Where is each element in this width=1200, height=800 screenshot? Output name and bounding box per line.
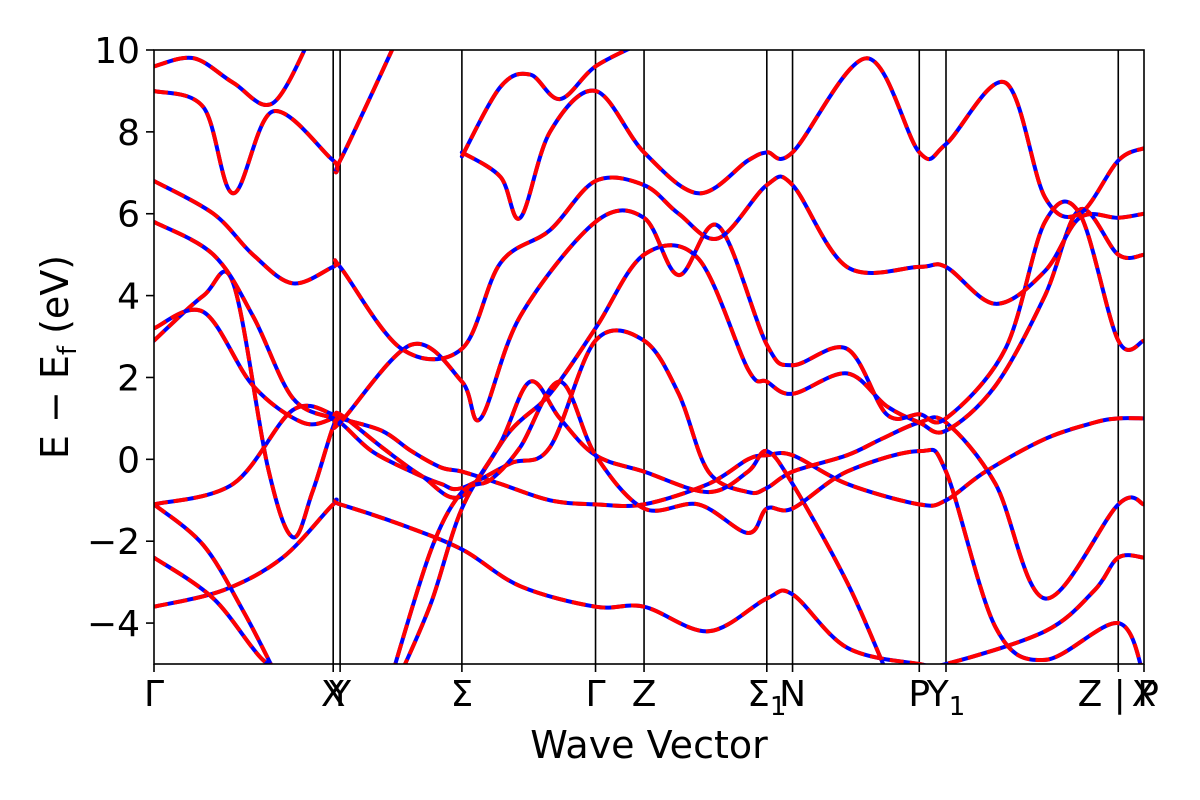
band-line-dashed [460, 56, 1144, 221]
band-line-dashed [154, 50, 307, 107]
x-tick-label-main: Γ [586, 674, 606, 715]
band-line-dashed [154, 50, 395, 196]
x-tick-label-main: Z [632, 674, 657, 715]
y-tick-label: 4 [117, 277, 140, 318]
y-tick-label: 10 [94, 31, 140, 72]
y-tick-label: 8 [117, 113, 140, 154]
x-tick-label-main: Y [328, 674, 352, 715]
x-tick-label: X [321, 674, 346, 715]
plot-background [154, 50, 1144, 664]
band-line-dashed [460, 50, 632, 158]
band-line-dashed [154, 174, 1144, 362]
y-axis-title: E − Ef (eV) [33, 255, 83, 459]
band-line-dashed [402, 379, 886, 664]
x-axis-ticks: Γ XY Σ Γ Z Σ1N PY1 Z | PX [144, 664, 1159, 722]
x-tick-label-main: Y [926, 674, 950, 715]
x-axis-title: Wave Vector [530, 723, 768, 767]
y-axis-title-sub: f [53, 345, 83, 355]
y-axis-title-main: E − E [33, 355, 77, 459]
y-tick-label: 2 [117, 358, 140, 399]
x-tick-label: Z | P [1078, 674, 1159, 715]
band-line-dashed [154, 497, 1144, 664]
y-tick-label: 0 [117, 440, 140, 481]
x-tick-label: X [1132, 674, 1157, 715]
x-tick-label-main: N [779, 674, 806, 715]
x-tick-label-main: Σ [451, 674, 474, 715]
x-tick-label: N [779, 674, 806, 715]
y-tick-label: −4 [87, 604, 140, 645]
plot-frame [153, 49, 1145, 665]
x-tick-label-main: Σ [747, 674, 770, 715]
x-tick-label-main: X [1132, 674, 1157, 715]
x-tick-label: Γ [586, 674, 606, 715]
x-tick-label: Σ [451, 674, 474, 715]
y-tick-label: −2 [87, 522, 140, 563]
x-tick-label-main: Γ [144, 674, 164, 715]
band-line-dashed [154, 555, 272, 664]
y-axis-ticks: −4 −2 0 2 4 6 8 10 [87, 31, 154, 645]
x-tick-label-main: X [321, 674, 346, 715]
x-tick-label: Y [328, 674, 352, 715]
band-line-dashed [154, 199, 1144, 430]
y-tick-label: 6 [117, 195, 140, 236]
band-line-dashed [154, 502, 273, 664]
y-axis-title-unit: (eV) [33, 255, 77, 346]
band-line-dashed [393, 379, 1143, 664]
x-tick-label: Γ [144, 674, 164, 715]
band-line-dashed [154, 207, 1144, 500]
x-tick-label: P [908, 674, 930, 715]
x-tick-label: Z [632, 674, 657, 715]
x-tick-label-main: P [908, 674, 930, 715]
band-lines [154, 50, 1144, 664]
x-tick-label-sub: 1 [770, 692, 787, 722]
x-tick-label: Σ1 [747, 674, 786, 722]
x-tick-label-sub: 1 [949, 692, 966, 722]
x-tick-label-main: Z | P [1078, 674, 1159, 715]
x-tick-label: Y1 [926, 674, 966, 722]
